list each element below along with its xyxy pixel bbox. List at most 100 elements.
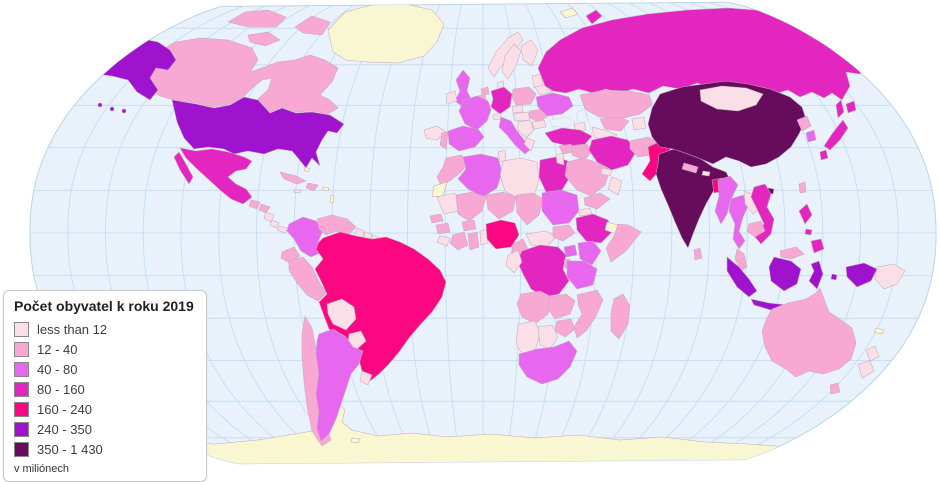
- country-burkina-faso: [461, 219, 477, 232]
- country-kyrgyzstan-tajikistan: [631, 116, 647, 131]
- country-mongolia: [699, 85, 764, 112]
- country-germany: [490, 86, 513, 115]
- country-bolivia: [326, 298, 357, 331]
- country-ghana: [467, 231, 480, 251]
- country-greenland: [327, 3, 445, 64]
- country-malaysia-borneo: [779, 246, 805, 260]
- country-senegal: [429, 213, 444, 224]
- country-uganda: [563, 244, 578, 258]
- legend-row: 240 - 350: [14, 419, 196, 439]
- legend-panel: Počet obyvatel k roku 2019 less than 12 1…: [3, 290, 207, 482]
- country-tunisia: [497, 149, 507, 163]
- country-portugal: [439, 131, 449, 150]
- legend-swatch: [14, 381, 29, 397]
- legend-swatch: [14, 421, 29, 437]
- legend-class-label: 40 - 80: [37, 361, 78, 377]
- country-taiwan: [798, 181, 807, 194]
- meridian-line: [407, 2, 443, 460]
- legend-title: Počet obyvatel k roku 2019: [14, 298, 194, 314]
- country-zambia: [547, 293, 576, 320]
- world-choropleth-map: [29, 1, 937, 465]
- country-tanzania: [566, 260, 598, 290]
- country-ethiopia: [575, 213, 614, 244]
- country-sierra-leone-liberia: [436, 235, 451, 247]
- country-north-korea: [796, 115, 812, 132]
- country-zimbabwe: [554, 318, 576, 338]
- country-usa-aleutians: [109, 106, 115, 112]
- country-myanmar: [714, 175, 739, 225]
- country-mexico: [179, 147, 253, 205]
- country-spain: [447, 125, 485, 152]
- country-turkey: [544, 127, 593, 147]
- country-greece: [523, 137, 536, 152]
- country-jamaica: [293, 188, 302, 194]
- country-bulgaria: [531, 119, 547, 130]
- map-svg: [29, 1, 937, 465]
- country-canada: [294, 15, 331, 36]
- country-dr-congo: [516, 244, 570, 298]
- country-nepal: [681, 162, 699, 174]
- country-norway: [487, 31, 524, 78]
- country-usa: [171, 96, 345, 169]
- country-antilles: [329, 194, 335, 204]
- country-russia-sakhalin: [835, 99, 845, 119]
- country-india: [655, 148, 732, 249]
- country-iraq: [571, 143, 595, 161]
- legend-class-label: 350 - 1 430: [37, 441, 103, 457]
- country-botswana: [537, 324, 559, 350]
- country-costa-rica: [269, 219, 280, 229]
- country-peru: [288, 256, 327, 302]
- country-guatemala: [248, 199, 261, 210]
- legend-class-label: 80 - 160: [37, 381, 85, 397]
- legend-row: less than 12: [14, 319, 196, 339]
- country-uruguay: [359, 370, 373, 386]
- legend-row: 350 - 1 430: [14, 439, 196, 459]
- country-south-korea: [805, 129, 817, 143]
- country-vietnam: [750, 183, 775, 245]
- legend-row: 80 - 160: [14, 379, 196, 399]
- legend-swatch: [14, 441, 29, 457]
- country-south-africa: [518, 340, 578, 385]
- country-canada: [227, 9, 287, 28]
- country-hispaniola: [305, 182, 319, 192]
- country-mali: [455, 191, 487, 222]
- country-usa-aleutians: [97, 102, 103, 108]
- country-new-caledonia: [873, 327, 885, 335]
- country-russia-chukotka: [69, 35, 103, 55]
- countries-layer: [69, 3, 906, 464]
- country-puerto-rico: [321, 186, 330, 192]
- country-malaysia-peninsula: [734, 248, 748, 272]
- country-congo-gabon: [505, 249, 523, 274]
- meridian-line: [369, 2, 423, 460]
- country-algeria: [457, 153, 503, 198]
- country-poland: [511, 86, 537, 106]
- country-japan-hokkaido: [845, 100, 857, 114]
- country-falklands: [350, 437, 361, 444]
- country-indonesia-papua: [845, 262, 878, 288]
- country-sri-lanka: [693, 247, 703, 261]
- country-kenya: [577, 240, 602, 266]
- country-philippines-luzon: [798, 203, 813, 225]
- country-togo-benin: [479, 228, 489, 246]
- country-indonesia-sulawesi: [808, 260, 824, 290]
- country-south-sudan: [552, 224, 576, 242]
- country-sudan: [541, 189, 580, 226]
- country-chad: [515, 192, 544, 226]
- country-cambodia: [746, 220, 766, 238]
- country-panama: [276, 225, 289, 234]
- country-indonesia-sumatra: [726, 256, 758, 298]
- legend-swatch: [14, 401, 29, 417]
- country-philippines-mindanao: [810, 238, 825, 254]
- country-argentina: [315, 328, 364, 442]
- legend-class-label: 12 - 40: [37, 341, 78, 357]
- black-sea: [549, 116, 576, 129]
- country-china: [647, 80, 807, 168]
- country-balkans: [517, 119, 535, 139]
- country-guinea: [435, 222, 451, 235]
- country-uzbekistan: [599, 116, 630, 132]
- country-niger: [485, 191, 517, 220]
- country-mexico-baja: [173, 151, 194, 185]
- meridian-line: [502, 2, 522, 460]
- country-ukraine: [535, 92, 574, 117]
- legend-rows: less than 12 12 - 40 40 - 80 80 - 160 160 - …: [14, 319, 196, 459]
